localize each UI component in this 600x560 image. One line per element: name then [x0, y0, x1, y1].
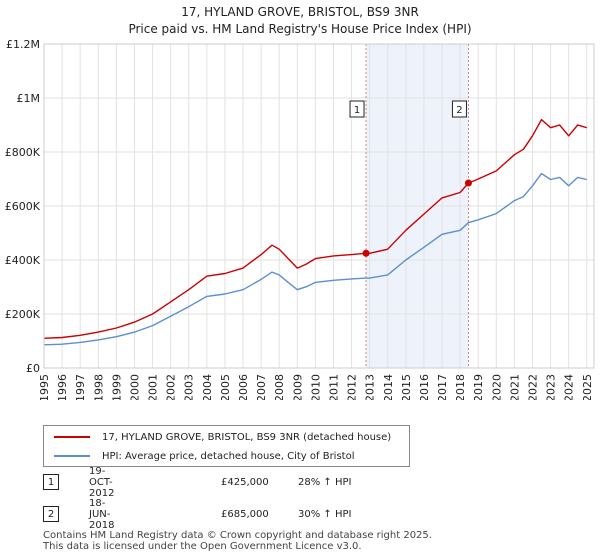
y-tick-label: £1M [17, 92, 41, 105]
series-line-property [43, 118, 587, 339]
chart-legend: 17, HYLAND GROVE, BRISTOL, BS9 3NR (deta… [43, 425, 410, 467]
x-tick-label: 2022 [526, 374, 539, 400]
x-tick-label: 2018 [454, 374, 467, 400]
marker-box-2 [451, 100, 467, 118]
footer-copyright: Contains HM Land Registry data © Crown c… [43, 530, 432, 541]
annotation-hpi-1: 28% ↑ HPI [298, 476, 352, 488]
sale-point-2 [464, 179, 472, 187]
x-tick-label: 2020 [490, 374, 503, 400]
x-tick-label: 2001 [147, 374, 160, 400]
annotation-row-1: 1 19-OCT-2012 £425,000 28% ↑ HPI [43, 466, 351, 499]
legend-swatch-property [54, 436, 90, 438]
annotation-hpi-2: 30% ↑ HPI [298, 508, 352, 520]
x-tick-label: 2011 [327, 374, 340, 400]
marker-box-1 [349, 100, 365, 118]
y-tick-label: £800K [5, 146, 41, 159]
x-tick-label: 1995 [38, 374, 51, 400]
x-tick-label: 2012 [346, 374, 359, 400]
price-chart: £0 £200K £400K £600K £800K £1M £1.2M 1995 1996 19… [5, 38, 595, 400]
legend-item-hpi: HPI: Average price, detached house, City… [44, 448, 355, 464]
x-tick-label: 2010 [309, 374, 322, 400]
legend-label-hpi: HPI: Average price, detached house, City… [102, 450, 355, 462]
y-tick-label: £1.2M [6, 38, 40, 51]
plot-border [43, 43, 595, 369]
sale-point-1 [362, 249, 370, 257]
annotation-badge-1: 1 [43, 474, 59, 490]
y-tick-label: £400K [5, 254, 41, 267]
x-tick-label: 2015 [400, 374, 413, 400]
y-tick-label: £0 [26, 362, 40, 375]
y-tick-label: £600K [5, 200, 41, 213]
x-tick-label: 2019 [472, 374, 485, 400]
x-tick-label: 2000 [128, 374, 141, 400]
marker-label-1: 1 [354, 105, 360, 116]
x-tick-label: 2005 [219, 374, 232, 400]
x-tick-label: 1999 [110, 374, 123, 400]
y-tick-label: £200K [5, 308, 41, 321]
annotation-price-1: £425,000 [221, 476, 269, 488]
x-tick-label: 2004 [201, 374, 214, 400]
footer-licence: This data is licensed under the Open Gov… [43, 541, 362, 552]
legend-label-property: 17, HYLAND GROVE, BRISTOL, BS9 3NR (deta… [102, 431, 392, 443]
x-tick-label: 2024 [563, 374, 576, 400]
x-tick-label: 2008 [273, 374, 286, 400]
annotation-row-2: 2 18-JUN-2018 £685,000 30% ↑ HPI [43, 498, 351, 531]
annotation-date-2: 18-JUN-2018 [89, 497, 115, 531]
annotation-badge-2: 2 [43, 506, 59, 522]
x-tick-label: 2016 [418, 374, 431, 400]
x-tick-label: 1996 [56, 374, 69, 400]
x-tick-label: 2007 [255, 374, 268, 400]
x-tick-label: 1997 [74, 374, 87, 400]
x-tick-label: 2002 [165, 374, 178, 400]
x-tick-label: 2014 [382, 374, 395, 400]
annotation-price-2: £685,000 [221, 508, 269, 520]
x-tick-label: 2003 [183, 374, 196, 400]
chart-title: 17, HYLAND GROVE, BRISTOL, BS9 3NR [181, 5, 419, 19]
series-line-hpi [43, 172, 587, 346]
x-tick-label: 2025 [581, 374, 594, 400]
marker-label-2: 2 [456, 105, 462, 116]
x-tick-label: 2013 [364, 374, 377, 400]
footer: Contains HM Land Registry data © Crown c… [43, 530, 432, 552]
x-tick-label: 1998 [92, 374, 105, 400]
x-tick-label: 2009 [291, 374, 304, 400]
x-tick-label: 2006 [237, 374, 250, 400]
x-tick-label: 2021 [508, 374, 521, 400]
legend-item-property: 17, HYLAND GROVE, BRISTOL, BS9 3NR (deta… [44, 429, 391, 445]
x-tick-label: 2017 [436, 374, 449, 400]
legend-swatch-hpi [54, 455, 90, 457]
annotation-date-1: 19-OCT-2012 [89, 465, 115, 499]
x-tick-label: 2023 [545, 374, 558, 400]
chart-subtitle: Price paid vs. HM Land Registry's House … [128, 22, 472, 36]
